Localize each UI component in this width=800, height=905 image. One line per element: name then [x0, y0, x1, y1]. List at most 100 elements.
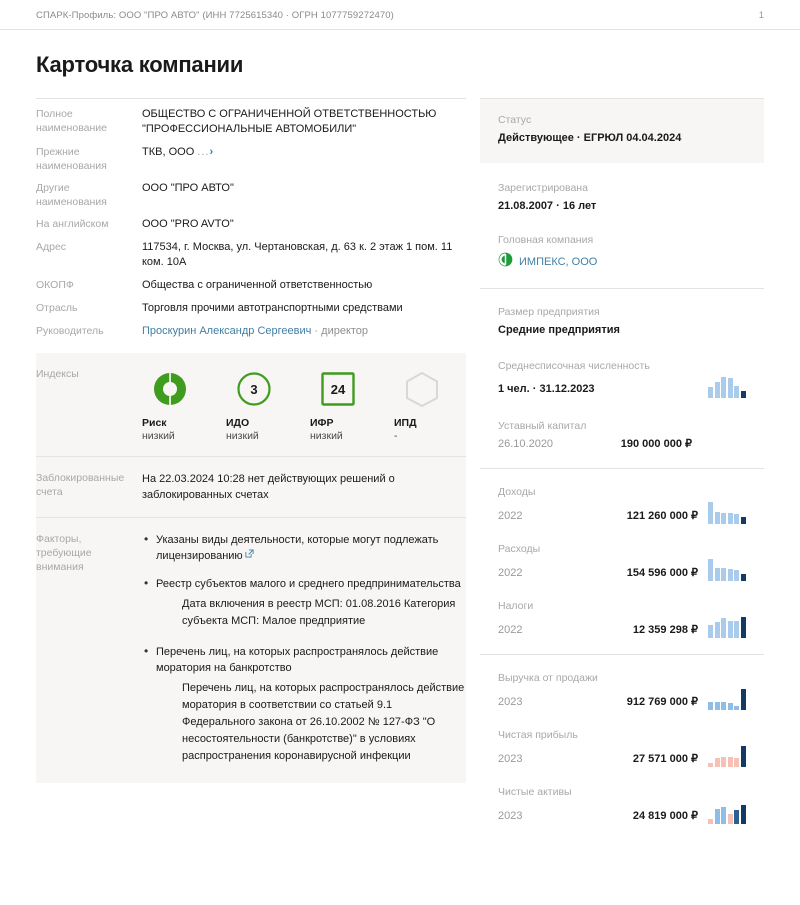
- expand-dots[interactable]: ...: [197, 146, 210, 158]
- field-value: ООО "PRO AVTO": [142, 218, 234, 230]
- sparkline-bar: [714, 809, 720, 824]
- index-ido[interactable]: 3 ИДО низкий: [226, 367, 282, 442]
- hexagon-icon: [394, 367, 450, 411]
- sparkline-bar: [727, 702, 733, 710]
- square-icon: 24: [310, 367, 366, 411]
- sparkline-bar: [727, 813, 733, 824]
- sparkline-bar: [734, 570, 739, 581]
- sparkline-bar: [740, 617, 746, 638]
- factor-item: Реестр субъектов малого и среднего предп…: [144, 575, 466, 630]
- headcount-value: 1 чел. · 31.12.2023: [498, 383, 595, 395]
- sparkline-bar: [721, 377, 726, 398]
- field-label: Руководитель: [36, 325, 104, 337]
- running-header: СПАРК-Профиль: ООО "ПРО АВТО" (ИНН 77256…: [0, 0, 800, 30]
- field-label: Другие наименования: [36, 182, 107, 208]
- metric-vyruchka: Выручка от продажи 2023 912 769 000 ₽: [480, 655, 764, 719]
- field-address: Адрес 117534, г. Москва, ул. Чертановска…: [36, 232, 466, 270]
- document-breadcrumb: СПАРК-Профиль: ООО "ПРО АВТО" (ИНН 77256…: [36, 10, 394, 21]
- chistaya-pribyl-sparkline: [708, 745, 748, 767]
- right-column: Статус Действующее · ЕГРЮЛ 04.04.2024 За…: [480, 98, 764, 833]
- registered-label: Зарегистрирована: [498, 182, 588, 194]
- field-value: ТКВ, ООО: [142, 146, 195, 158]
- field-label: Прежние наименования: [36, 146, 107, 172]
- sparkline-bar: [714, 511, 720, 524]
- external-link-icon[interactable]: [245, 549, 254, 558]
- sparkline-bar: [721, 513, 726, 524]
- sparkline-bar: [721, 567, 726, 581]
- index-risk[interactable]: Риск низкий: [142, 367, 198, 442]
- sparkline-bar: [708, 559, 713, 581]
- circle-icon: 3: [226, 367, 282, 411]
- sparkline-bar: [714, 567, 720, 581]
- metric-nalogi: Налоги 2022 12 359 298 ₽: [480, 590, 764, 654]
- indexes-row: Риск низкий 3 ИДО низкий: [142, 367, 466, 442]
- factors-section: Факторы, требующие внимания Указаны виды…: [36, 517, 466, 783]
- metric-amount: 27 571 000 ₽: [632, 753, 698, 765]
- index-name: ИПД: [394, 417, 417, 429]
- sparkline-bar: [721, 756, 726, 767]
- capital-date: 26.10.2020: [498, 438, 554, 450]
- index-name: ИФР: [310, 417, 334, 429]
- metric-year: 2023: [498, 696, 523, 708]
- blocked-accounts-label: Заблокированные счета: [36, 472, 125, 498]
- sparkline-bar: [714, 701, 720, 710]
- headcount-card: Среднесписочная численность 1 чел. · 31.…: [480, 349, 764, 407]
- status-card: Статус Действующее · ЕГРЮЛ 04.04.2024: [480, 99, 764, 163]
- nalogi-sparkline: [708, 616, 748, 638]
- parent-company-label: Головная компания: [498, 234, 594, 246]
- dohody-sparkline: [708, 502, 748, 524]
- divider: [480, 654, 764, 655]
- sparkline-bar: [734, 385, 739, 398]
- company-logo-icon: [498, 252, 513, 272]
- left-column: Полное наименование ОБЩЕСТВО С ОГРАНИЧЕН…: [36, 98, 466, 783]
- sparkline-bar: [708, 762, 713, 767]
- blocked-accounts-text: На 22.03.2024 10:28 нет действующих реше…: [142, 473, 395, 501]
- factor-text: Реестр субъектов малого и среднего предп…: [156, 578, 461, 590]
- registered-value: 21.08.2007 · 16 лет: [498, 200, 597, 212]
- metric-rashody: Расходы 2022 154 596 000 ₽: [480, 533, 764, 590]
- sparkline-bar: [721, 807, 726, 824]
- divider: [480, 288, 764, 289]
- sparkline-bar: [721, 701, 726, 710]
- index-ifr[interactable]: 24 ИФР низкий: [310, 367, 366, 442]
- factor-item: Перечень лиц, на которых распространялос…: [144, 643, 466, 765]
- chevron-right-icon[interactable]: ›: [209, 146, 214, 158]
- vyruchka-sparkline: [708, 688, 748, 710]
- registered-card: Зарегистрирована 21.08.2007 · 16 лет: [480, 163, 764, 225]
- factor-detail: Перечень лиц, на которых распространялос…: [182, 682, 465, 762]
- sparkline-bar: [740, 746, 746, 767]
- sparkline-bar: [708, 701, 713, 710]
- sparkline-bar: [727, 568, 733, 581]
- metric-label: Налоги: [498, 600, 534, 612]
- page-number: 1: [758, 10, 764, 21]
- sparkline-bar: [714, 622, 720, 638]
- metric-chistye-aktivy: Чистые активы 2023 24 819 000 ₽: [480, 776, 764, 833]
- field-label: Полное наименование: [36, 108, 108, 134]
- headcount-sparkline: [708, 376, 748, 398]
- metric-year: 2022: [498, 510, 523, 522]
- metric-year: 2022: [498, 624, 523, 636]
- divider: [480, 468, 764, 469]
- sparkline-bar: [708, 818, 713, 824]
- sparkline-bar: [734, 705, 739, 710]
- status-label: Статус: [498, 114, 532, 126]
- index-ipd[interactable]: ИПД -: [394, 367, 450, 442]
- sparkline-bar: [740, 573, 746, 581]
- donut-icon: [142, 367, 198, 411]
- sparkline-bar: [727, 756, 733, 767]
- metric-label: Чистая прибыль: [498, 729, 578, 741]
- sparkline-bar: [740, 516, 746, 524]
- sparkline-bar: [740, 805, 746, 824]
- metric-label: Чистые активы: [498, 786, 572, 798]
- parent-company-link[interactable]: ИМПЕКС, ООО: [498, 252, 764, 272]
- parent-company-name[interactable]: ИМПЕКС, ООО: [519, 256, 598, 268]
- director-link[interactable]: Проскурин Александр Сергеевич: [142, 325, 312, 337]
- field-director: Руководитель Проскурин Александр Сергеев…: [36, 316, 466, 339]
- index-value: 24: [330, 381, 346, 397]
- company-size-value: Средние предприятия: [498, 324, 620, 336]
- factor-text: Перечень лиц, на которых распространялос…: [156, 646, 439, 674]
- sparkline-bar: [708, 624, 713, 638]
- sparkline-bar: [734, 757, 739, 767]
- field-okopf: ОКОПФ Общества с ограниченной ответствен…: [36, 270, 466, 293]
- index-sub: низкий: [142, 430, 175, 442]
